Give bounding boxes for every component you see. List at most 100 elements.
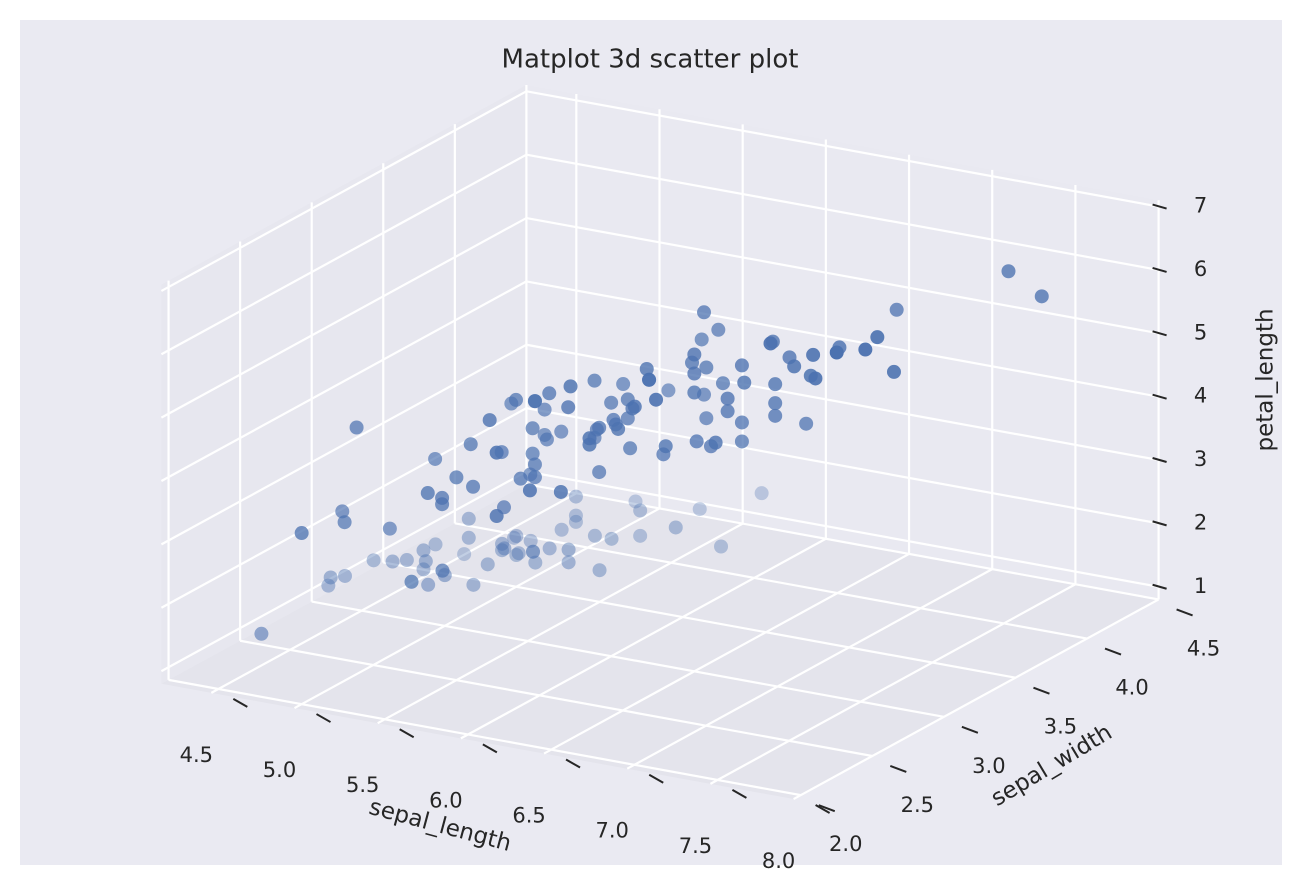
y-tick-mark: [1033, 686, 1050, 695]
data-point: [428, 537, 443, 552]
data-point: [461, 530, 476, 545]
data-point: [714, 539, 729, 554]
z-tick-label: 3: [1194, 447, 1207, 471]
z-tick-label: 5: [1194, 320, 1207, 344]
data-point: [539, 432, 554, 447]
y-tick-label: 2.5: [901, 793, 934, 817]
data-point: [561, 555, 576, 570]
data-point: [661, 383, 676, 398]
data-point: [808, 371, 823, 386]
data-point: [337, 568, 352, 583]
data-point: [623, 441, 638, 456]
data-point: [768, 377, 783, 392]
data-point: [658, 439, 673, 454]
x-tick-mark: [565, 758, 581, 769]
y-tick-label: 3.5: [1044, 715, 1077, 739]
data-point: [509, 529, 524, 544]
y-tick-mark: [961, 725, 979, 734]
x-tick-mark: [731, 789, 747, 799]
data-point: [737, 375, 752, 390]
chart-title: Matplot 3d scatter plot: [502, 45, 799, 75]
data-point: [418, 554, 433, 569]
z-tick-mark: [1152, 393, 1167, 400]
y-tick-label: 3.0: [972, 754, 1005, 778]
data-point: [404, 574, 419, 589]
data-point: [561, 400, 576, 415]
data-point: [592, 465, 607, 480]
data-point: [482, 413, 497, 428]
data-point: [689, 434, 704, 449]
data-point: [554, 424, 569, 439]
y-grid-line: [311, 600, 945, 718]
data-point: [527, 457, 542, 472]
data-point: [611, 421, 626, 436]
x-tick-mark: [316, 713, 331, 723]
data-point: [592, 420, 607, 435]
data-point: [461, 511, 476, 526]
x-tick-label: 7.5: [679, 834, 712, 858]
data-point: [480, 557, 495, 572]
x-tick-label: 4.5: [180, 743, 213, 767]
x-grid-line: [626, 568, 993, 770]
data-point: [416, 543, 431, 558]
data-point: [1034, 289, 1049, 304]
data-point: [694, 332, 709, 347]
z-grid-line: [526, 470, 1159, 588]
data-point: [687, 347, 702, 362]
data-point: [527, 394, 542, 409]
x-tick-mark: [482, 743, 498, 754]
data-point: [537, 402, 552, 417]
left-pane: [161, 84, 527, 684]
data-point: [1001, 264, 1016, 279]
data-point: [404, 574, 419, 589]
data-point: [765, 334, 780, 349]
y-grid-line: [383, 561, 1016, 679]
ticks: 4.5 5.0 5.5 6.0 6.5 7.0 7.5 8.0 2.0 2.5 3.0 3.5 4.0 4…: [180, 194, 1221, 874]
data-point: [294, 526, 309, 541]
points: [254, 264, 1049, 641]
data-point: [708, 435, 723, 450]
data-point: [385, 554, 400, 569]
data-point: [587, 528, 602, 543]
x-grid-line: [377, 522, 744, 725]
data-point: [568, 514, 583, 529]
data-point: [525, 544, 540, 559]
data-point: [642, 372, 657, 387]
z-axis-label: petal_length: [1253, 308, 1279, 451]
data-point: [509, 548, 524, 563]
y-tick-label: 4.5: [1187, 636, 1220, 660]
data-point: [254, 626, 269, 641]
data-point: [604, 395, 619, 410]
y-tick-mark: [889, 765, 907, 773]
data-point: [507, 530, 522, 545]
data-point: [527, 470, 542, 485]
data-point: [692, 502, 707, 517]
z-grid-line: [526, 216, 1159, 335]
data-point: [420, 486, 435, 501]
data-point: [616, 377, 631, 392]
data-point: [382, 521, 397, 536]
data-point: [449, 470, 464, 485]
y-grid-line: [168, 678, 801, 797]
x-grid-line: [793, 598, 1160, 801]
data-point: [720, 391, 735, 406]
y-tick-mark: [1176, 608, 1193, 617]
data-point: [321, 578, 336, 593]
data-point: [335, 504, 350, 519]
y-grid-line: [454, 522, 1088, 640]
x-tick-mark: [648, 773, 664, 784]
data-point: [734, 434, 749, 449]
data-point: [463, 437, 478, 452]
data-point: [715, 376, 730, 391]
data-point: [720, 404, 735, 419]
data-point: [495, 543, 510, 558]
data-point: [542, 541, 557, 556]
data-point: [435, 490, 450, 505]
z-tick-mark: [1152, 266, 1167, 273]
z-tick-mark: [1152, 583, 1167, 590]
y-grid-line: [239, 639, 873, 758]
data-point: [697, 305, 712, 320]
data-point: [523, 533, 538, 548]
data-point: [628, 494, 643, 509]
